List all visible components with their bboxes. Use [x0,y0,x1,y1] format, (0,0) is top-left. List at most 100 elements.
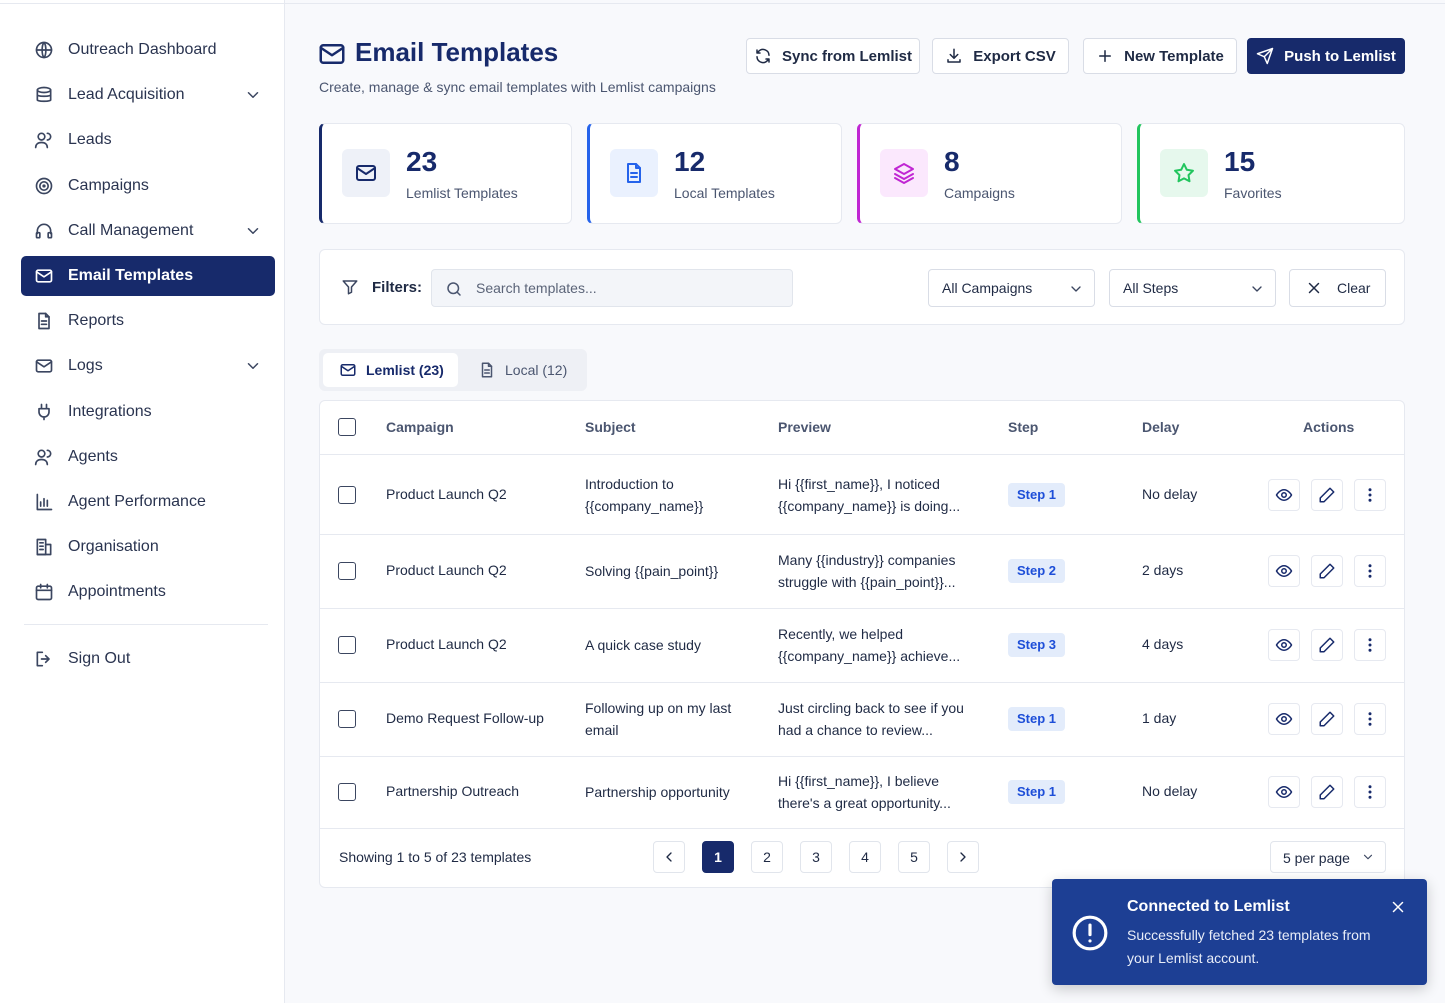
prev-icon [661,849,677,865]
dropdown-chevron [1249,281,1265,297]
more-button[interactable] [1354,478,1386,511]
stat-icon [1172,161,1196,185]
nav-item[interactable]: Logs [68,357,103,375]
checkbox[interactable] [338,562,356,580]
filter-label: Filters: [372,279,423,296]
next-page[interactable] [947,841,979,873]
edit-icon [1318,486,1336,504]
stat-label: Local Templates [674,185,775,201]
checkbox[interactable] [338,783,356,801]
cell-subject: Introduction to {{company_name}} [585,475,704,514]
more-icon [1361,636,1379,654]
more-button[interactable] [1354,629,1386,661]
nav-item[interactable]: Campaigns [68,176,149,194]
checkbox[interactable] [338,636,356,654]
edit-button[interactable] [1311,776,1343,808]
stat-icon [622,161,646,185]
column-header: Subject [585,419,636,435]
view-button[interactable] [1268,629,1300,661]
nav-item[interactable]: Leads [68,131,112,149]
edit-button[interactable] [1311,703,1343,735]
step-badge: Step 1 [1008,707,1066,731]
stat-value: 8 [944,146,960,177]
header-button[interactable]: Export CSV [932,38,1069,74]
page-button[interactable]: 2 [751,841,783,873]
nav-item[interactable]: Appointments [68,583,166,601]
search-icon [445,280,463,298]
nav-item[interactable]: Agents [68,447,118,465]
nav-chevron [244,222,262,240]
nav-icon [34,176,54,196]
edit-icon [1318,636,1336,654]
more-icon [1361,783,1379,801]
button-label: Export CSV [973,47,1056,65]
toast-close[interactable] [1389,898,1407,916]
header-button[interactable]: Push to Lemlist [1247,38,1405,74]
page-subtitle: Create, manage & sync email templates wi… [319,79,716,95]
toast-icon [1071,914,1109,952]
prev-page[interactable] [653,841,685,873]
nav-item[interactable]: Integrations [68,402,152,420]
nav-icon [34,311,54,331]
tab[interactable]: Local (12) [505,362,568,378]
nav-icon [34,85,54,105]
more-icon [1361,486,1379,504]
more-icon [1361,710,1379,728]
stat-label: Campaigns [944,185,1015,201]
header-button[interactable]: Sync from Lemlist [746,38,920,74]
nav-item[interactable]: Organisation [68,538,159,556]
edit-button[interactable] [1311,629,1343,661]
checkbox[interactable] [338,710,356,728]
table-card: Campaign Subject Preview Step Delay Actions Pr… [319,400,1405,888]
dropdown-chevron [1068,281,1084,297]
stat-value: 15 [1224,146,1256,177]
per-page[interactable]: 5 per page [1270,841,1386,873]
view-button[interactable] [1268,478,1300,511]
nav-divider [24,624,268,625]
more-button[interactable] [1354,555,1386,587]
checkbox[interactable] [338,418,356,436]
step-badge: Step 1 [1008,780,1066,804]
nav-item[interactable]: Outreach Dashboard [68,41,217,58]
cell-preview: Hi {{first_name}}, I noticed {{company_n… [778,475,961,514]
checkbox[interactable] [338,485,356,504]
page-button[interactable]: 1 [702,841,734,873]
nav-icon [34,221,54,241]
nav-item[interactable]: Call Management [68,221,194,239]
tab[interactable]: Lemlist (23) [366,362,444,378]
nav-active-bg [21,256,275,296]
column-header: Campaign [386,419,454,435]
view-button[interactable] [1268,703,1300,735]
cell-delay: 1 day [1142,710,1177,726]
clear-button[interactable]: Clear [1289,269,1386,307]
nav-item[interactable]: Sign Out [68,650,131,667]
button-icon [754,47,772,65]
column-header: Delay [1142,419,1180,435]
edit-button[interactable] [1311,555,1343,587]
view-button[interactable] [1268,555,1300,587]
stat-label: Favorites [1224,185,1282,201]
nav-item[interactable]: Lead Acquisition [68,86,185,104]
header-button[interactable]: New Template [1083,38,1237,74]
page-button[interactable]: 3 [800,841,832,873]
cell-preview: Many {{industry}} companies struggle wit… [778,552,956,590]
stat-card: 23 Lemlist Templates [319,123,572,224]
row-divider [320,608,1404,609]
more-button[interactable] [1354,776,1386,808]
view-button[interactable] [1268,776,1300,808]
edit-button[interactable] [1311,478,1343,511]
nav-item[interactable]: Agent Performance [68,493,206,510]
stat-card: 12 Local Templates [587,123,842,224]
page-button[interactable]: 5 [898,841,930,873]
nav-item[interactable]: Email Templates [68,267,194,284]
stat-icon [354,161,378,185]
search-box[interactable]: Search templates... [431,269,793,307]
clear-label: Clear [1337,280,1371,296]
dropdown[interactable]: All Steps [1109,269,1276,307]
nav-item[interactable]: Reports [68,312,125,330]
page-button[interactable]: 4 [849,841,881,873]
more-icon [1361,562,1379,580]
more-button[interactable] [1354,703,1386,735]
cell-campaign: Product Launch Q2 [386,562,507,578]
dropdown[interactable]: All Campaigns [928,269,1095,307]
